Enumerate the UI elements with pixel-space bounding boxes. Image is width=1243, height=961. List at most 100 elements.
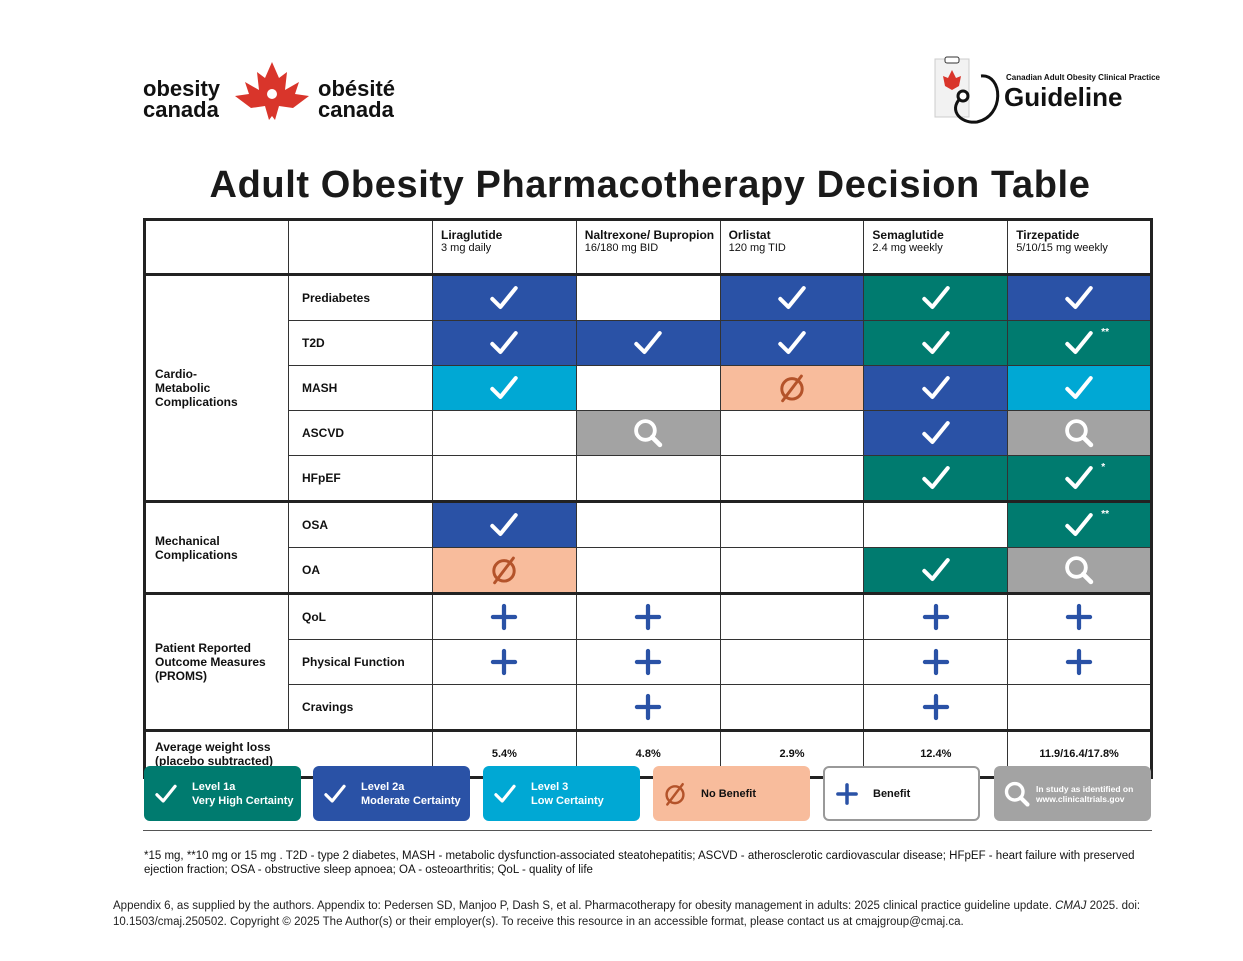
cell [863, 639, 1009, 685]
icon-stroke [490, 376, 519, 400]
maple-leaf [235, 62, 309, 120]
table-row: HFpEF * [145, 455, 1152, 502]
legend-item: In study as identified on www.clinicaltr… [994, 766, 1151, 821]
column-header: Tirzepatide 5/10/15 mg weekly [1007, 219, 1152, 275]
cell [1007, 547, 1152, 594]
icon-stroke [922, 466, 950, 490]
check-icon [1065, 513, 1093, 537]
plus-icon [1065, 648, 1093, 676]
cell [1007, 684, 1152, 731]
plus-icon [635, 648, 662, 676]
divider [143, 830, 1152, 831]
check-icon [922, 466, 950, 490]
cell [863, 592, 1009, 640]
check-icon [922, 421, 950, 445]
legend-text: Benefit [873, 787, 910, 801]
legend-sublabel: Very High Certainty [192, 794, 294, 807]
icon-stroke [781, 374, 803, 403]
icon-stroke [155, 784, 177, 803]
check-icon [922, 331, 950, 355]
icon-stroke [490, 513, 519, 537]
citation-text: 2025. doi: 10.1503/cmaj.250502. Copyrigh… [113, 900, 1141, 928]
icon-stroke [922, 331, 950, 355]
logo-right: Canadian Adult Obesity Clinical Practice… [933, 56, 1160, 126]
group-label: Patient Reported Outcome Measures (PROMS… [144, 592, 289, 731]
check-icon [922, 558, 950, 582]
legend-item: No Benefit [653, 766, 810, 821]
cell [863, 320, 1009, 366]
table-row: Mechanical Complications OSA ** [144, 500, 1152, 594]
plus-icon [491, 648, 518, 676]
row-label: Prediabetes [288, 273, 433, 321]
plus-icon [836, 782, 858, 805]
legend-label: Level 1a [192, 780, 236, 793]
plus-icon [1065, 603, 1093, 631]
citation: Appendix 6, as supplied by the authors. … [113, 898, 1143, 930]
icon-stroke [922, 376, 950, 400]
table-body: Liraglutide 3 mg daily Naltrexone/ Bupropi… [144, 219, 1152, 778]
check-icon [1065, 376, 1093, 400]
icon-stroke [778, 331, 806, 355]
blank-cell [288, 219, 433, 275]
none-icon [492, 556, 517, 585]
logo-text: canada [318, 97, 394, 122]
check-icon [490, 513, 519, 537]
icon-stroke [493, 556, 516, 585]
icon-stroke [650, 434, 663, 448]
cell [432, 547, 577, 594]
plus-icon [635, 693, 662, 721]
footnote: *15 mg, **10 mg or 15 mg . T2D - type 2 … [144, 850, 1135, 876]
cell: ** [1007, 500, 1152, 548]
cell [719, 455, 865, 502]
drug-name: Tirzepatide [1016, 228, 1080, 242]
cell [432, 365, 577, 411]
cell [863, 410, 1009, 456]
plus-icon [491, 603, 518, 631]
cell [432, 684, 577, 731]
cell [1007, 592, 1152, 640]
cell [1007, 410, 1152, 456]
legend-text: Level 3 Low Certainty [531, 780, 604, 808]
table-row: ASCVD [145, 410, 1152, 456]
icon-stroke [1065, 419, 1088, 442]
cell-note: * [1101, 462, 1106, 473]
check-icon [155, 784, 177, 803]
row-label: OSA [288, 500, 433, 548]
check-icon [778, 331, 806, 355]
icon-stroke [634, 419, 657, 442]
plus-icon [922, 693, 949, 721]
legend-item: Level 2a Moderate Certainty [313, 766, 470, 821]
legend-sublabel: Moderate Certainty [361, 794, 461, 807]
check-icon [1065, 331, 1093, 355]
group-label: Mechanical Complications [144, 500, 289, 594]
cell [863, 365, 1009, 411]
check-icon [634, 331, 662, 355]
stethoscope-icon [934, 56, 1000, 124]
icon-stroke [922, 421, 950, 445]
table-row: MASH [145, 365, 1152, 411]
icon-stroke [665, 784, 685, 804]
row-label: Cravings [288, 684, 433, 731]
legend-text: Level 1a Very High Certainty [192, 780, 293, 808]
legend-item: Benefit [823, 766, 980, 821]
legend-sublabel: Low Certainty [531, 794, 604, 807]
cell [575, 320, 721, 366]
drug-dose: 5/10/15 mg weekly [1016, 242, 1108, 254]
row-label: MASH [288, 365, 433, 411]
legend-text: In study as identified on www.clinicaltr… [1036, 784, 1133, 804]
cell [1007, 365, 1152, 411]
icon-stroke [1018, 795, 1030, 807]
check-icon [490, 331, 519, 355]
icon-stroke [1065, 331, 1093, 355]
cell [432, 592, 577, 640]
check-icon [778, 286, 806, 310]
cell [863, 455, 1009, 502]
logo-name: Guideline [1004, 82, 1123, 112]
drug-dose: 2.4 mg weekly [872, 242, 943, 254]
drug-dose: 3 mg daily [441, 242, 492, 254]
cell-note: ** [1101, 509, 1109, 520]
drug-name: Orlistat [728, 228, 771, 242]
search-icon [634, 419, 663, 448]
legend-label: Level 2a [361, 780, 405, 793]
cell [575, 410, 721, 456]
